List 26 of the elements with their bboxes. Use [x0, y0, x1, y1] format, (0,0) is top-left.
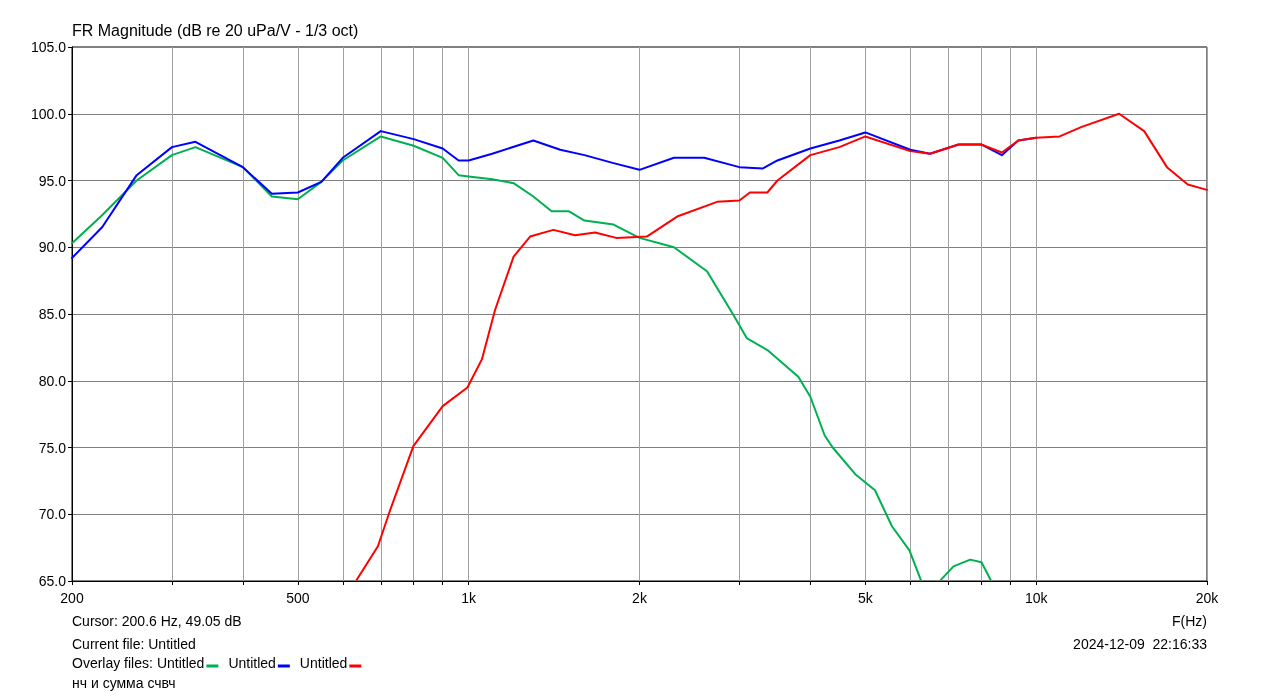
x-tick-label: 500: [286, 590, 310, 606]
y-tick-label: 70.0: [38, 506, 67, 523]
y-tick-label: 95.0: [38, 172, 67, 189]
x-tick-label: 5k: [857, 590, 874, 606]
y-tick-label: 100.0: [30, 105, 67, 122]
x-tick-label: 2k: [632, 590, 648, 606]
text: 2024-12-09 22:16:33: [1073, 636, 1208, 652]
x-tick-label: 20k: [1195, 590, 1220, 606]
text: нч и сумма счвч: [72, 675, 176, 691]
chart-title: FR Magnitude (dB re 20 uPa/V - 1/3 oct): [72, 21, 359, 39]
y-tick-label: 105.0: [30, 39, 67, 55]
legend-label: Untitled: [299, 655, 348, 671]
x-tick-label: 1k: [461, 590, 478, 606]
x-tick-label: 200: [60, 590, 84, 606]
text: Overlay files:: [72, 655, 153, 671]
y-tick-label: 85.0: [38, 306, 67, 322]
text: Cursor: 200.6 Hz, 49.05 dB: [72, 613, 242, 629]
x-tick-label: 10k: [1024, 590, 1049, 606]
legend-label: Untitled: [228, 655, 276, 671]
legend-label: Untitled: [156, 655, 205, 671]
x-axis-title: F(Hz): [1172, 613, 1207, 629]
y-tick-label: 75.0: [38, 439, 67, 456]
text: Current file: Untitled: [72, 636, 196, 652]
y-tick-label: 80.0: [38, 372, 67, 389]
y-tick-label: 65.0: [38, 573, 67, 589]
y-tick-label: 90.0: [38, 239, 67, 256]
